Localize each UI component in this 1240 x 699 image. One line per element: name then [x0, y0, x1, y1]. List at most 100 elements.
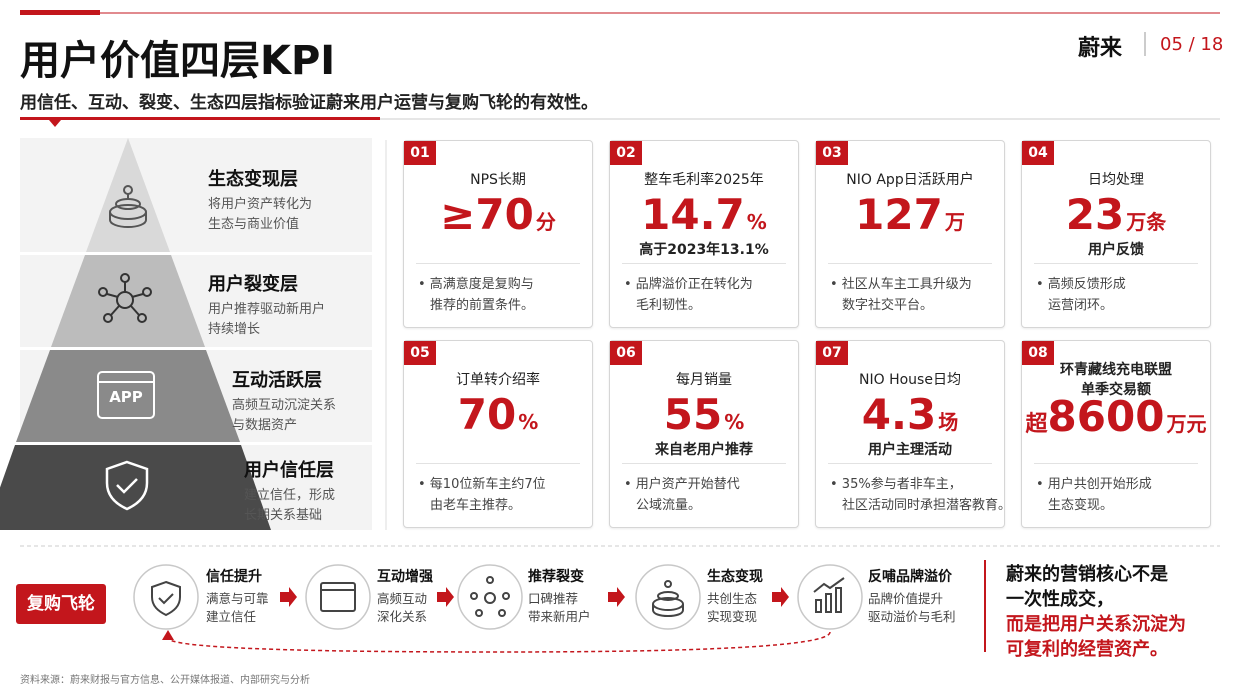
kpi-bullet: • 社区从车主工具升级为 [830, 277, 972, 292]
kpi-prefix: 超 [1025, 412, 1048, 437]
kpi-note: 用户反馈 [1088, 242, 1144, 258]
step-desc: 实现变现 [707, 609, 758, 624]
kpi-value: 127 [855, 190, 943, 239]
step-desc: 带来新用户 [528, 609, 591, 624]
kpi-card: 04 日均处理 23 万条 用户反馈 • 高频反馈形成 运营闭环。 [1021, 140, 1211, 328]
subtitle-pointer [49, 120, 61, 127]
kpi-bullet: • 用户资产开始替代 [624, 477, 740, 492]
flywheel-label: 复购飞轮 [16, 584, 106, 624]
kpi-label: 整车毛利率2025年 [644, 172, 764, 188]
step-title: 反哺品牌溢价 [868, 569, 952, 585]
kpi-divider [828, 263, 992, 264]
network-icon [98, 273, 152, 323]
kpi-bullet: • 每10位新车主约7位 [418, 477, 546, 492]
kpi-divider [622, 263, 786, 264]
kpi-unit: 分 [535, 210, 556, 234]
kpi-card: 06 每月销量 55% 来自老用户推荐 • 用户资产开始替代公域流量。 [609, 340, 799, 528]
pyramid-layer [0, 445, 271, 530]
page-number: 05 / 18 [1160, 34, 1224, 55]
kpi-value-line: 23 万条 [1022, 191, 1210, 248]
kpi-value: 8600 [1047, 392, 1165, 441]
kpi-number: 07 [816, 341, 848, 365]
kpi-label: NIO House日均 [859, 372, 961, 388]
kpi-divider [828, 463, 992, 464]
kpi-unit: 万 [944, 210, 965, 234]
kpi-label: NIO App日活跃用户 [846, 172, 974, 188]
kpi-number: 03 [816, 141, 848, 165]
pyramid-layer [51, 255, 205, 347]
layer-desc: 高频互动沉淀关系 [232, 398, 337, 413]
kpi-card: 02 整车毛利率2025年 14.7% 高于2023年13.1% • 品牌溢价正在转化为… [609, 140, 799, 328]
kpi-bullet: 毛利韧性。 [636, 298, 702, 313]
kpi-bullet: 运营闭环。 [1048, 298, 1114, 313]
kpi-value-line: ≥70 分 [404, 191, 592, 248]
layer-desc: 将用户资产转化为 [208, 197, 313, 212]
kpi-value: ≥70 [440, 190, 534, 239]
kpi-bullet: 数字社交平台。 [842, 298, 934, 313]
title: 用户价值四层KPI [20, 38, 336, 84]
kpi-note: 用户主理活动 [868, 442, 952, 458]
layer-band [20, 138, 372, 252]
layer-desc: 生态与商业价值 [208, 217, 300, 232]
kpi-number: 08 [1022, 341, 1054, 365]
kpi-divider [622, 463, 786, 464]
step-title: 互动增强 [377, 569, 433, 585]
step-icons [151, 576, 845, 618]
kpi-label: 订单转介绍率 [456, 372, 540, 388]
kpi-unit: 场 [938, 410, 959, 434]
shield-icon [105, 460, 149, 511]
subtitle-accent [20, 117, 380, 120]
layer-title: 生态变现层 [208, 169, 298, 190]
step-title: 信任提升 [206, 569, 262, 585]
kpi-value-line: 14.7% [610, 191, 798, 248]
kpi-number: 04 [1022, 141, 1054, 165]
kpi-number: 01 [404, 141, 436, 165]
step-desc: 深化关系 [377, 609, 428, 624]
kpi-value: 23 [1065, 190, 1125, 239]
loop-arrowhead [162, 630, 174, 640]
layer-title: 用户信任层 [244, 460, 334, 481]
loop-arrow [167, 631, 831, 653]
subtitle: 用信任、互动、裂变、生态四层指标验证蔚来用户运营与复购飞轮的有效性。 [20, 93, 598, 113]
step-title: 生态变现 [707, 569, 763, 585]
kpi-value-line: 55% [610, 391, 798, 448]
kpi-label: 每月销量 [676, 372, 732, 388]
eco-icon [109, 185, 147, 229]
kpi-bullet: • 高满意度是复购与 [418, 277, 534, 292]
kpi-card: 01 NPS长期 ≥70 分 • 高满意度是复购与推荐的前置条件。 [403, 140, 593, 328]
kpi-note: 来自老用户推荐 [655, 442, 753, 458]
kpi-divider [1034, 463, 1198, 464]
layer-desc: 与数据资产 [232, 418, 298, 433]
kpi-value-line: 4.3 场 [816, 391, 1004, 448]
kpi-unit: % [746, 210, 767, 234]
layer-title: 互动活跃层 [232, 370, 322, 391]
kpi-number: 02 [610, 141, 642, 165]
step-desc: 满意与可靠 [206, 591, 269, 606]
kpi-label: 日均处理 [1088, 172, 1144, 188]
step-desc: 建立信任 [206, 609, 257, 624]
conclusion-line: 蔚来的营销核心不是 [1006, 564, 1168, 585]
brand: 蔚来 [1078, 36, 1123, 61]
top-accent [20, 10, 100, 15]
step-desc: 高频互动 [377, 591, 428, 606]
pyramid-layer [16, 350, 240, 442]
kpi-number: 06 [610, 341, 642, 365]
kpi-label: NPS长期 [470, 172, 526, 188]
kpi-card: 05 订单转介绍率 70% • 每10位新车主约7位 由老车主推荐。 [403, 340, 593, 528]
kpi-bullet: 公域流量。 [636, 498, 702, 513]
layer-desc: 长期关系基础 [244, 508, 323, 523]
kpi-card: 03 NIO App日活跃用户 127 万 • 社区从车主工具升级为数字社交平台。 [815, 140, 1005, 328]
step-title: 推荐裂变 [528, 569, 584, 585]
kpi-label: 环青藏线充电联盟 [1060, 362, 1172, 378]
kpi-note: 高于2023年13.1% [639, 242, 769, 258]
kpi-value-line: 超8600 万元 [1022, 393, 1210, 450]
kpi-bullet: 社区活动同时承担潜客教育。 [842, 498, 1012, 513]
step-desc: 品牌价值提升 [868, 591, 944, 606]
layer-title: 用户裂变层 [208, 274, 298, 295]
app-icon-label: APP [109, 388, 143, 406]
kpi-unit: % [518, 410, 539, 434]
step-arrows [280, 587, 789, 607]
kpi-bullet: 推荐的前置条件。 [430, 298, 535, 313]
kpi-unit: 万条 [1126, 210, 1167, 234]
